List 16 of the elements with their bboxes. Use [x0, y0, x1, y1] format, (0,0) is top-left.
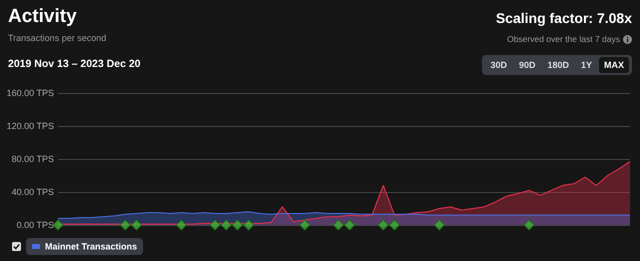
text: Scaling factor: 7.08x: [496, 10, 632, 26]
legend-label: Mainnet Transactions: [45, 242, 138, 252]
text: Observed over the last 7 days: [507, 34, 620, 44]
text: 1Y: [580, 59, 593, 72]
text: 30D: [489, 59, 508, 72]
y-tick-label: 0.00 TPS: [16, 220, 54, 230]
y-tick-label: 120.00 TPS: [6, 121, 54, 131]
text: 90D: [518, 59, 536, 72]
text: 2019 Nov 13 – 2023 Dec 20: [8, 58, 141, 70]
y-tick-label: 80.00 TPS: [12, 154, 54, 164]
text: 180D: [546, 59, 570, 72]
y-tick-label: 160.00 TPS: [6, 88, 54, 98]
text: MAX: [599, 57, 629, 73]
chart-subtitle: Transactions per second: [8, 33, 106, 43]
chart-title: Activity: [8, 6, 77, 28]
y-tick-label: 40.00 TPS: [12, 187, 54, 197]
